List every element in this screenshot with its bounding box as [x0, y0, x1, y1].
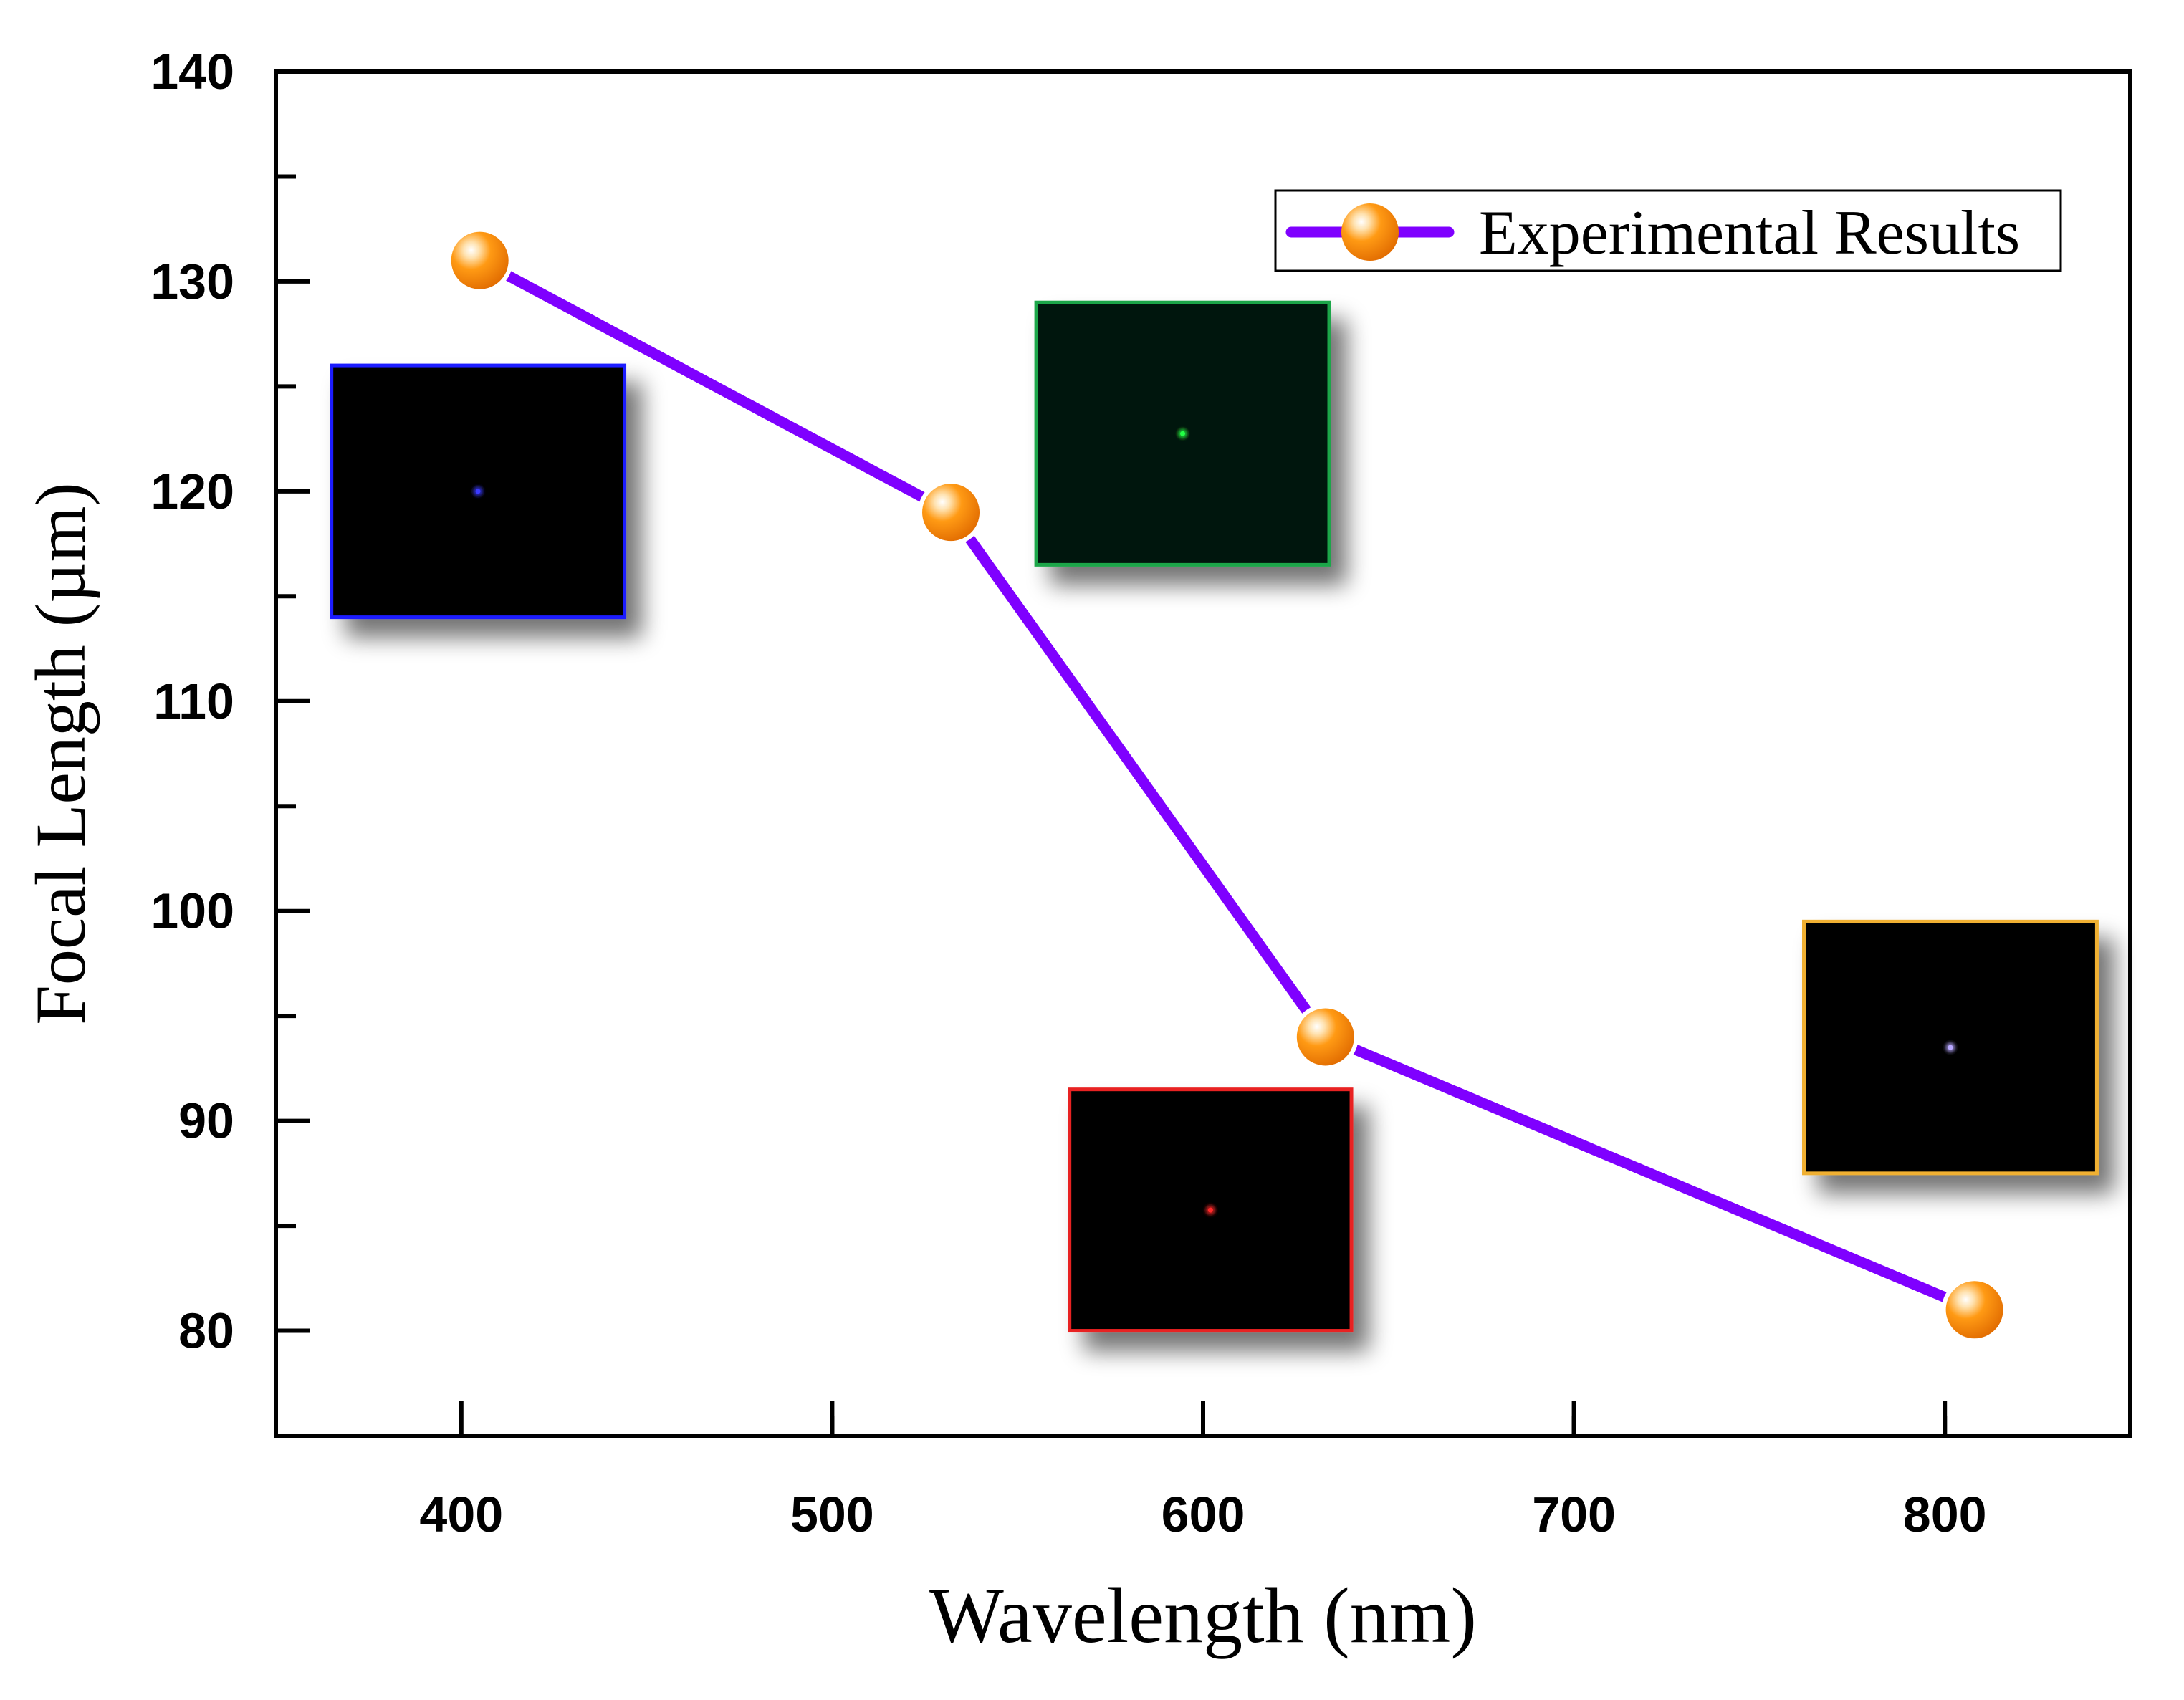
ticks-layer: 400 500 600 700 800 80 90 100 110 120 130 140 [150, 44, 1986, 1542]
x-tick-label: 400 [419, 1487, 503, 1542]
x-tick-label: 600 [1162, 1487, 1245, 1542]
data-point [1296, 1008, 1354, 1066]
y-axis-title: Focal Length (µm) [21, 482, 100, 1024]
y-tick-label: 100 [150, 883, 234, 939]
inset-layer [330, 300, 2099, 1333]
focal-spot [1207, 1207, 1213, 1213]
series-line [474, 255, 1981, 1315]
red-spot-inset [1068, 1087, 1354, 1333]
green-spot-inset [1034, 300, 1331, 567]
y-tick-label: 80 [178, 1303, 234, 1359]
y-tick-label: 120 [150, 464, 234, 519]
legend: Experimental Results [1274, 189, 2062, 272]
series-layer [446, 227, 2008, 1343]
data-point [922, 484, 980, 542]
focal-spot [475, 489, 481, 494]
y-tick-label: 110 [153, 673, 234, 729]
focal-spot [1948, 1045, 1953, 1050]
blue-spot-inset [330, 363, 627, 620]
legend-label: Experimental Results [1479, 198, 2020, 268]
y-tick-label: 90 [178, 1093, 234, 1149]
orange-spot-inset [1802, 919, 2099, 1176]
data-point [451, 231, 509, 289]
x-tick-label: 700 [1532, 1487, 1616, 1542]
y-tick-label: 140 [150, 44, 234, 100]
x-tick-label: 800 [1903, 1487, 1987, 1542]
data-point [1945, 1281, 2003, 1339]
x-tick-label: 500 [790, 1487, 874, 1542]
y-tick-label: 130 [150, 254, 234, 309]
focal-spot [1180, 431, 1186, 436]
x-axis-title: Wavelength (nm) [929, 1572, 1477, 1659]
legend-marker [1341, 203, 1399, 261]
